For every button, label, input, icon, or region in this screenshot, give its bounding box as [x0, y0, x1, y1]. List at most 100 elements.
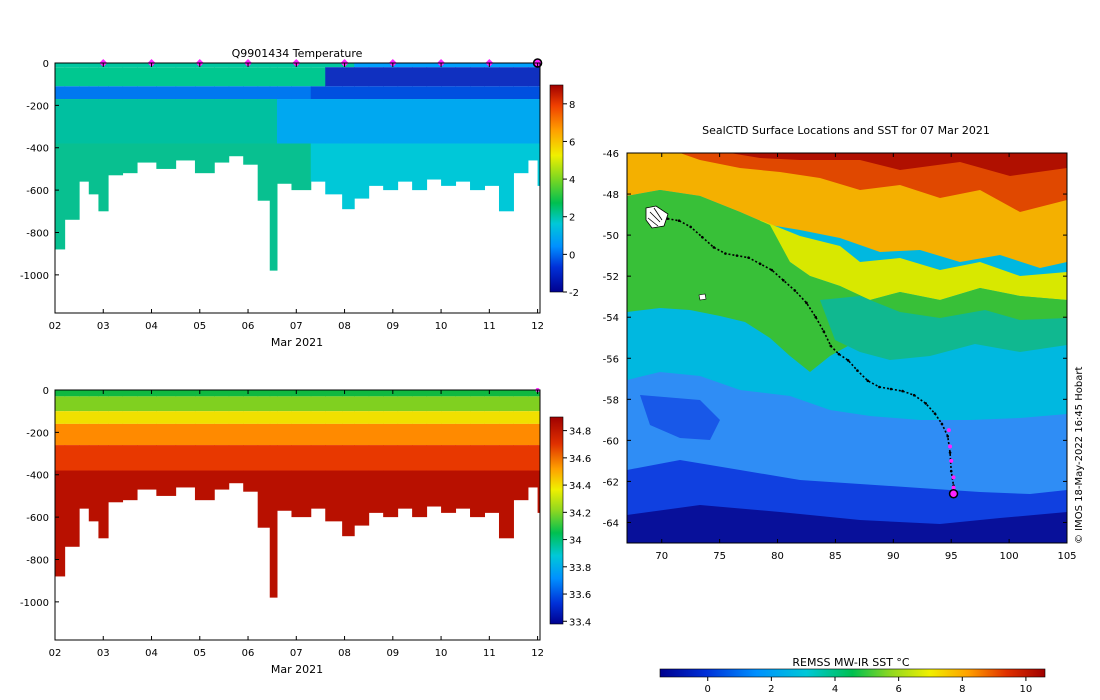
temperature-profile-layer [325, 99, 343, 144]
salinity-profile-layer [310, 411, 326, 424]
temperature-profile-layer [243, 143, 259, 165]
temperature-profile-layer [291, 86, 312, 100]
temp-y-tick-label: -800 [26, 228, 49, 239]
salinity-profile-layer [368, 390, 384, 397]
temperature-profile-layer [441, 99, 457, 144]
salinity-profile-layer [243, 411, 259, 424]
latitude-tick-label: -62 [603, 477, 619, 488]
temperature-profile-layer [325, 86, 343, 100]
temperature-profile-layer [257, 99, 271, 144]
salinity-profile-layer [137, 396, 157, 412]
track-point [878, 385, 881, 389]
temperature-profile-layer [291, 99, 312, 144]
temperature-profile-layer [426, 63, 442, 68]
salinity-profile-layer [484, 396, 500, 412]
sal-x-tick-label: 05 [193, 648, 206, 659]
salinity-profile-layer [397, 396, 413, 412]
temperature-profile-layer [276, 67, 292, 87]
recent-track-point [946, 428, 951, 433]
salinity-section-panel: 02 03 04 05 06 07 08 09 10 11 12 0 -200 -400 -600 -800… [20, 386, 591, 676]
sal-x-tick-label: 03 [97, 648, 110, 659]
temperature-profile-layer [368, 63, 384, 68]
salinity-profile-layer [513, 411, 529, 424]
temperature-profile-layer [122, 143, 138, 174]
salinity-profile-layer [310, 470, 326, 509]
temperature-profile-layer [137, 86, 157, 100]
salinity-profile-layer [257, 390, 271, 397]
temperature-profile-layer [527, 99, 539, 144]
salinity-profile-layer [441, 445, 457, 471]
temperature-profile-layer [513, 67, 529, 87]
salinity-profile-layer [383, 445, 399, 471]
salinity-profile-layer [98, 423, 109, 446]
temperature-profile-layer [441, 86, 457, 100]
salinity-profile-layer [257, 423, 271, 446]
salinity-profile-layer [498, 470, 514, 539]
salinity-profile-layer [88, 423, 99, 446]
temperature-profile-layer [98, 99, 109, 144]
temperature-profile-layer [455, 143, 471, 182]
salinity-profile-layer [455, 423, 471, 446]
sal-x-tick-label: 06 [242, 648, 255, 659]
salinity-profile-layer [537, 423, 540, 446]
salinity-profile-layer [79, 423, 90, 446]
temp-y-tick-label: -1000 [20, 271, 49, 282]
temperature-profile-layer [470, 67, 486, 87]
temperature-profile-layer [243, 67, 259, 87]
salinity-profile-layer [108, 390, 124, 397]
latitude-tick-label: -48 [603, 190, 619, 201]
temperature-profile-layer [175, 63, 196, 68]
salinity-profile-layer [156, 396, 177, 412]
track-point [837, 352, 841, 356]
sal-x-tick-label: 09 [386, 648, 399, 659]
salinity-profile-layer [122, 445, 138, 471]
salinity-profile-layer [537, 411, 540, 424]
salinity-profile-layer [498, 423, 514, 446]
track-point [933, 412, 937, 415]
temperature-profile-layer [354, 143, 370, 199]
salinity-profile-layer [291, 445, 312, 471]
salinity-profile-layer [325, 396, 343, 412]
temperature-colorbar-tick-label: -2 [569, 288, 579, 299]
salinity-profile-layer [537, 396, 540, 412]
temperature-profile-layer [397, 63, 413, 68]
temp-x-tick-label: 12 [531, 321, 544, 332]
temperature-profile-layer [194, 63, 215, 68]
track-point [712, 246, 716, 249]
longitude-tick-label: 100 [1000, 551, 1019, 562]
salinity-colorbar-tick-label: 34.6 [569, 454, 591, 465]
temperature-profile-layer [426, 143, 442, 180]
salinity-profile-layer [257, 396, 271, 412]
track-point [793, 289, 797, 292]
salinity-colorbar-tick-label: 34 [569, 536, 582, 547]
latitude-tick-label: -58 [603, 395, 619, 406]
temperature-profile-layer [291, 67, 312, 87]
temp-x-tick-label: 02 [49, 321, 62, 332]
sal-y-tick-label: -400 [26, 471, 49, 482]
temperature-profile-layer [108, 86, 124, 100]
salinity-profile-layer [426, 411, 442, 424]
temperature-profile-layer [513, 99, 529, 144]
track-point [924, 402, 928, 405]
salinity-profile-layer [426, 423, 442, 446]
salinity-profile-layer [79, 390, 90, 397]
temperature-profile-layer [137, 143, 157, 163]
salinity-profile-layer [325, 470, 343, 522]
temperature-profile-layer [64, 143, 80, 220]
track-point [901, 389, 904, 393]
salinity-profile-layer [368, 423, 384, 446]
temperature-profile-layer [498, 63, 514, 68]
temperature-profile-layer [291, 143, 312, 191]
track-point [912, 393, 916, 397]
temperature-profile-layer [79, 99, 90, 144]
salinity-profile-layer [175, 423, 196, 446]
salinity-profile-layer [383, 411, 399, 424]
salinity-profile-layer [441, 411, 457, 424]
salinity-profile-layer [441, 390, 457, 397]
temperature-chart-title: Q9901434 Temperature [232, 47, 363, 60]
temp-y-tick-label: -600 [26, 186, 49, 197]
temperature-colorbar-tick-label: 8 [569, 100, 575, 111]
salinity-profile-layer [108, 423, 124, 446]
salinity-profile-layer [412, 423, 428, 446]
salinity-profile-layer [470, 390, 486, 397]
